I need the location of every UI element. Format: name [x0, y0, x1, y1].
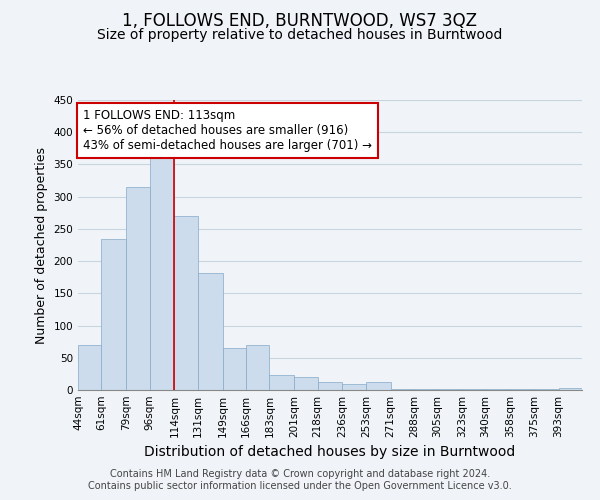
Bar [149, 152, 175, 390]
Bar [437, 388, 462, 390]
Text: Contains HM Land Registry data © Crown copyright and database right 2024.: Contains HM Land Registry data © Crown c… [110, 469, 490, 479]
Y-axis label: Number of detached properties: Number of detached properties [35, 146, 48, 344]
Bar [175, 216, 198, 390]
X-axis label: Distribution of detached houses by size in Burntwood: Distribution of detached houses by size … [145, 446, 515, 460]
Bar [414, 388, 437, 390]
Bar [126, 187, 149, 390]
Bar [294, 377, 317, 390]
Bar [343, 384, 366, 390]
Bar [534, 388, 559, 390]
Text: 1 FOLLOWS END: 113sqm
← 56% of detached houses are smaller (916)
43% of semi-det: 1 FOLLOWS END: 113sqm ← 56% of detached … [83, 108, 372, 152]
Bar [78, 345, 101, 390]
Bar [317, 382, 343, 390]
Bar [366, 382, 391, 390]
Text: Size of property relative to detached houses in Burntwood: Size of property relative to detached ho… [97, 28, 503, 42]
Bar [391, 388, 414, 390]
Bar [462, 388, 485, 390]
Bar [246, 345, 269, 390]
Bar [101, 238, 126, 390]
Bar [198, 272, 223, 390]
Bar [559, 388, 582, 390]
Bar [485, 388, 511, 390]
Bar [511, 388, 534, 390]
Text: 1, FOLLOWS END, BURNTWOOD, WS7 3QZ: 1, FOLLOWS END, BURNTWOOD, WS7 3QZ [122, 12, 478, 30]
Bar [223, 348, 246, 390]
Bar [269, 375, 294, 390]
Text: Contains public sector information licensed under the Open Government Licence v3: Contains public sector information licen… [88, 481, 512, 491]
